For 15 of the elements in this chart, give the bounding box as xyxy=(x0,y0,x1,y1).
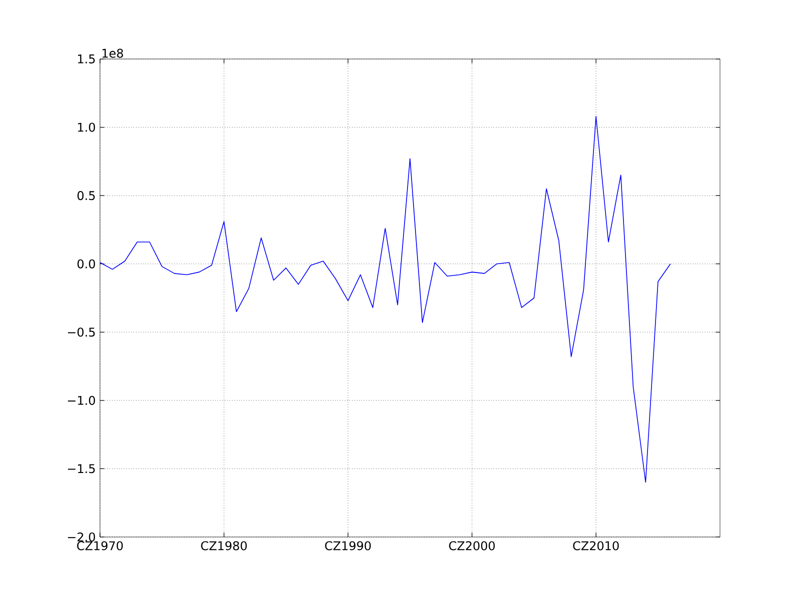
y-tick-label: −0.5 xyxy=(68,328,95,337)
y-tick-label: −2.0 xyxy=(68,532,96,542)
y-tick-label: −1.5 xyxy=(68,464,95,474)
x-tick-label: CZ2010 xyxy=(573,541,619,550)
y-tick-label: 0.0 xyxy=(78,259,96,268)
y-tick-label: −1.0 xyxy=(68,396,96,405)
x-tick-label: CZ2000 xyxy=(449,541,495,550)
x-tick-label: CZ1980 xyxy=(201,541,247,550)
y-tick-label: 1.5 xyxy=(78,54,95,64)
text: 1e8 xyxy=(102,48,124,58)
x-tick-label: CZ1990 xyxy=(325,541,371,550)
y-tick-label: 1.0 xyxy=(78,122,96,132)
x-tick-label: CZ1970 xyxy=(77,541,123,550)
line-series xyxy=(100,116,671,483)
y-tick-label: 0.5 xyxy=(78,191,95,200)
